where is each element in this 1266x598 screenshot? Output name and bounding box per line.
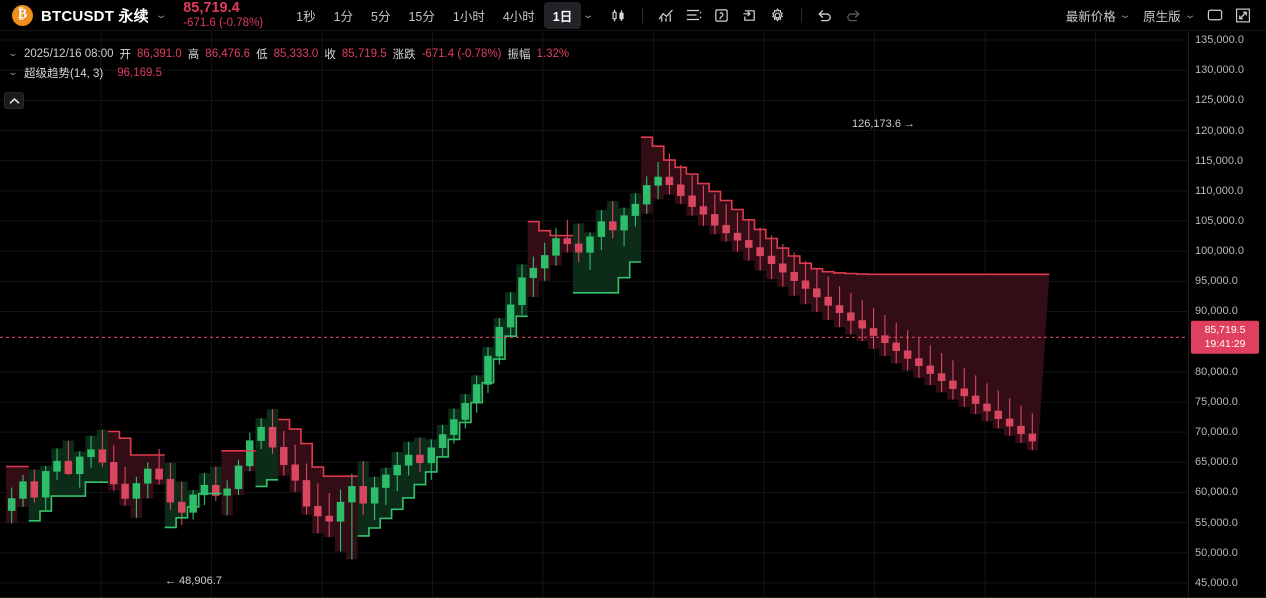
- interval-tab-1日[interactable]: 1日: [543, 1, 582, 29]
- price-axis-tick: 50,000.0: [1195, 546, 1238, 559]
- price-axis-tick: 135,000.0: [1195, 34, 1244, 47]
- close-label: 收: [324, 48, 336, 61]
- symbol-name: BTCUSDT 永续: [41, 7, 149, 25]
- price-axis-tick: 60,000.0: [1195, 486, 1238, 499]
- interval-tabs: 1秒 1分 5分 15分 1小时 4小时 1日 ⌄: [287, 1, 602, 29]
- interval-tab-4小时[interactable]: 4小时: [502, 9, 535, 24]
- low-value: 85,333.0: [273, 47, 319, 60]
- top-toolbar: ₿ BTCUSDT 永续 ⌄ 85,719.4 -671.6 (-0.78%) …: [0, 0, 1266, 31]
- price-change: -671.6 (-0.78%): [183, 16, 264, 29]
- current-price-value: 85,719.5: [1204, 324, 1246, 337]
- chevron-down-icon[interactable]: ⌄: [154, 9, 168, 21]
- fullscreen-icon[interactable]: [1230, 3, 1256, 27]
- interval-tab-5分[interactable]: 5分: [371, 9, 391, 24]
- amplitude-label: 振幅: [507, 48, 531, 61]
- price-axis-tick: 125,000.0: [1195, 94, 1244, 107]
- low-annotation: ← 48,906.7: [165, 575, 222, 587]
- price-axis-tick: 75,000.0: [1195, 395, 1238, 408]
- price-axis-tick: 110,000.0: [1195, 184, 1244, 197]
- version-mode-selector[interactable]: 原生版 ⌄: [1137, 2, 1200, 29]
- close-value: 85,719.5: [341, 47, 387, 60]
- change-label: 涨跌: [392, 48, 416, 61]
- candlestick-type-icon[interactable]: [606, 3, 632, 27]
- change-value: -671.4 (-0.78%): [421, 47, 502, 60]
- price-axis-tick: 80,000.0: [1195, 365, 1238, 378]
- high-annotation: 126,173.6 →: [852, 118, 915, 130]
- price-axis[interactable]: 135,000.0 130,000.0 125,000.0 120,000.0 115,…: [1188, 31, 1266, 598]
- price-block: 85,719.4 -671.6 (-0.78%): [183, 0, 263, 30]
- indicator-list-icon[interactable]: [681, 3, 707, 27]
- bitcoin-icon: ₿: [12, 4, 33, 26]
- indicator-legend-row[interactable]: ⌄ 超级趋势(14, 3) 96,169.5: [8, 63, 569, 82]
- indicator-chart-icon[interactable]: [653, 3, 679, 27]
- supertrend-line: [6, 136, 1050, 537]
- price-mode-label: 最新价格: [1065, 9, 1116, 24]
- alert-tool-icon[interactable]: [737, 3, 763, 27]
- price-axis-tick: 90,000.0: [1195, 305, 1238, 318]
- countdown-timer: 19:41:29: [1204, 337, 1246, 350]
- price-mode-selector[interactable]: 最新价格 ⌄: [1060, 2, 1135, 29]
- indicator-name: 超级趋势(14, 3): [24, 67, 104, 80]
- right-toolbar: 最新价格 ⌄ 原生版 ⌄: [1060, 2, 1266, 29]
- price-axis-tick: 100,000.0: [1195, 245, 1244, 258]
- undo-icon[interactable]: [812, 3, 838, 27]
- version-mode-label: 原生版: [1143, 9, 1181, 24]
- collapse-panel-button[interactable]: [4, 92, 24, 109]
- price-axis-tick: 130,000.0: [1195, 64, 1244, 77]
- chart-canvas[interactable]: 126,173.6 → ← 48,906.7: [0, 31, 1188, 598]
- candlesticks: [7, 153, 1037, 560]
- redo-icon[interactable]: [840, 3, 866, 27]
- chevron-down-icon: ⌄: [1118, 9, 1132, 21]
- chart-tool-icons: [606, 3, 866, 27]
- indicator-value: 96,169.5: [117, 66, 163, 79]
- interval-tab-1小时[interactable]: 1小时: [452, 9, 485, 24]
- chevron-down-icon[interactable]: ⌄: [7, 67, 19, 77]
- toolbar-divider-2: [800, 7, 802, 23]
- open-value: 86,391.0: [137, 47, 182, 60]
- chart-legend: ⌄ 2025/12/16 08:00 开 86,391.0 高 86,476.6…: [8, 44, 569, 82]
- drawing-tool-icon[interactable]: [709, 3, 735, 27]
- chevron-down-icon[interactable]: ⌄: [582, 9, 595, 21]
- screen-icon[interactable]: [1202, 3, 1228, 27]
- open-label: 开: [119, 48, 132, 61]
- price-axis-tick: 70,000.0: [1195, 426, 1238, 439]
- price-axis-tick: 105,000.0: [1195, 215, 1244, 227]
- interval-tab-1分[interactable]: 1分: [333, 9, 354, 24]
- toolbar-divider: [641, 7, 643, 23]
- price-axis-tick: 95,000.0: [1195, 275, 1238, 288]
- settings-gear-icon[interactable]: [765, 3, 791, 27]
- high-label: 高: [187, 48, 200, 61]
- high-value: 86,476.6: [205, 47, 251, 60]
- interval-tab-15分[interactable]: 15分: [408, 9, 435, 24]
- price-axis-tick: 65,000.0: [1195, 456, 1238, 469]
- price-axis-tick: 120,000.0: [1195, 124, 1244, 137]
- price-axis-tick: 55,000.0: [1195, 516, 1238, 529]
- chevron-down-icon[interactable]: ⌄: [7, 48, 19, 58]
- low-label: 低: [256, 48, 268, 61]
- price-axis-tick: 115,000.0: [1195, 154, 1244, 167]
- amplitude-value: 1.32%: [536, 47, 570, 60]
- symbol-selector[interactable]: ₿ BTCUSDT 永续 ⌄: [0, 4, 168, 26]
- price-axis-tick: 45,000.0: [1195, 576, 1238, 589]
- candlestick-plot: 126,173.6 → ← 48,906.7: [0, 31, 1188, 598]
- current-price-badge[interactable]: 85,719.5 19:41:29: [1191, 321, 1259, 354]
- interval-tab-1秒[interactable]: 1秒: [296, 9, 316, 24]
- last-price: 85,719.4: [183, 0, 240, 16]
- ohlc-datetime: 2025/12/16 08:00: [24, 47, 114, 60]
- ohlc-legend-row[interactable]: ⌄ 2025/12/16 08:00 开 86,391.0 高 86,476.6…: [8, 44, 569, 63]
- chevron-down-icon: ⌄: [1183, 9, 1197, 21]
